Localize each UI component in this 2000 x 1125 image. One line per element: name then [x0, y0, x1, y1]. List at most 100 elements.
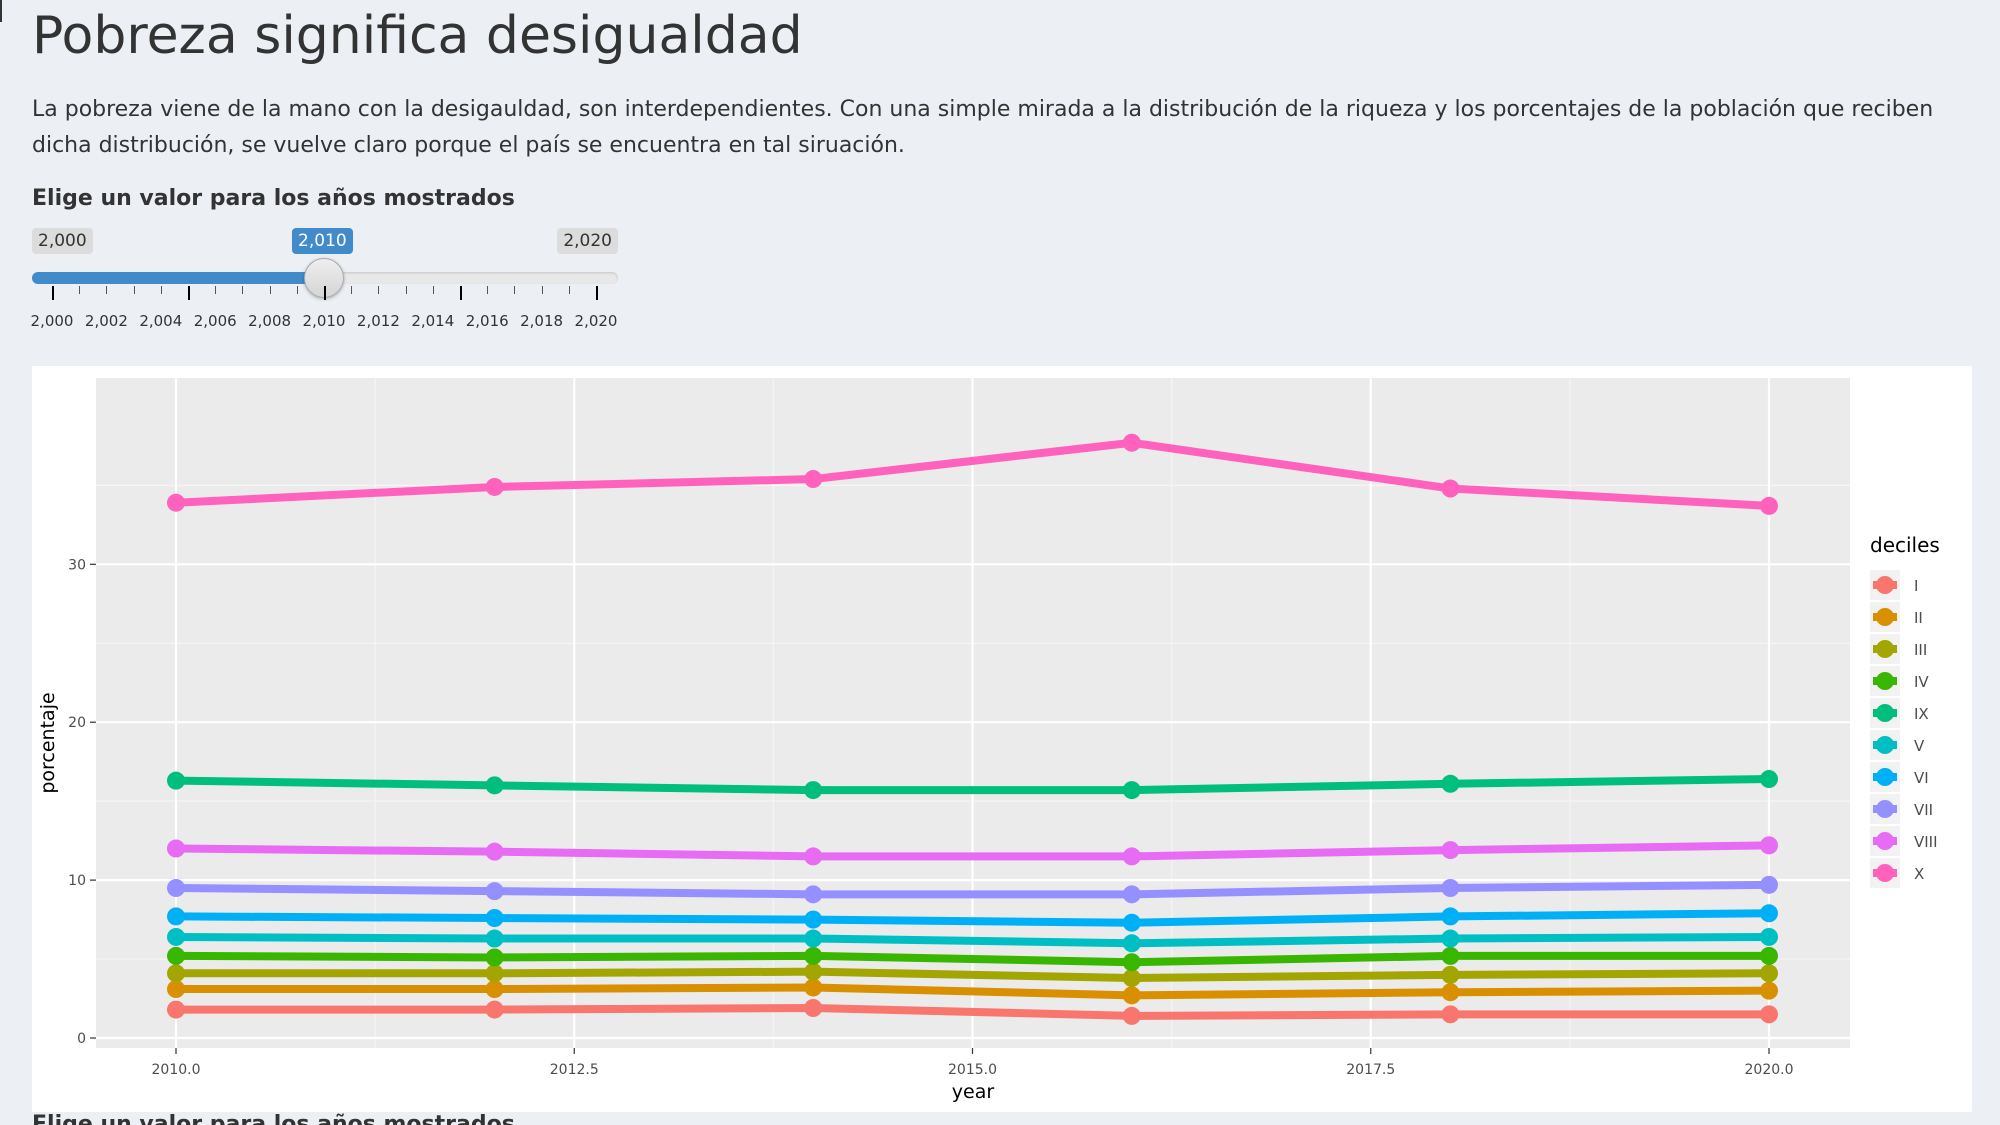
- data-point-ix: [485, 776, 504, 795]
- data-point-vi: [485, 909, 504, 927]
- data-point-vi: [804, 910, 823, 929]
- slider-minor-tick: [242, 286, 244, 294]
- data-point-x: [485, 477, 504, 496]
- data-point-vii: [804, 885, 823, 904]
- data-point-v: [1122, 934, 1141, 953]
- legend-label: IX: [1914, 705, 1929, 723]
- legend-label: III: [1914, 641, 1927, 659]
- deciles-line-chart: 0 10 20 30 2010.0 2012.5 2015.0 2017.5 2020.0 yea…: [37, 378, 1940, 1103]
- slider-tick-label: 2,002: [84, 312, 128, 330]
- data-point-iii: [804, 962, 823, 981]
- slider-ticks: 2,000 2,002 2,004 2,006 2,008 2,010 2,012 2,014…: [30, 286, 618, 346]
- slider-minor-tick: [432, 286, 434, 294]
- data-point-ii: [1122, 986, 1141, 1005]
- data-point-i: [1122, 1006, 1141, 1025]
- series-line-vi: [172, 909, 1773, 927]
- legend-label: IV: [1914, 673, 1929, 691]
- data-point-iii: [485, 964, 504, 983]
- legend-label: VIII: [1914, 833, 1938, 851]
- data-point-i: [485, 1000, 504, 1019]
- data-point-viii: [1760, 836, 1778, 855]
- data-point-v: [804, 929, 823, 948]
- data-point-i: [1760, 1005, 1778, 1024]
- slider-min-bubble: 2,000: [32, 228, 93, 254]
- bottom-label-cut: Elige un valor para los años mostrados: [32, 1112, 515, 1125]
- slider-minor-tick: [487, 286, 489, 294]
- series-line-iv: [172, 951, 1773, 967]
- data-point-ix: [1441, 774, 1460, 793]
- data-point-v: [1441, 929, 1460, 948]
- x-tick-label: 2015.0: [948, 1062, 997, 1078]
- year-slider[interactable]: 2,000 2,020 2,010 2,000 2,002 2,004 2,006 2,…: [31, 224, 622, 334]
- series-line-vii: [172, 880, 1773, 899]
- data-point-iv: [804, 946, 823, 965]
- series-line-ix: [172, 775, 1773, 795]
- data-point-vii: [167, 879, 185, 897]
- slider-minor-tick: [514, 286, 516, 294]
- slider-major-tick: [460, 286, 462, 300]
- legend-label: II: [1914, 609, 1923, 627]
- legend-key-point: [1876, 736, 1894, 754]
- series-line-x: [172, 438, 1773, 510]
- x-tick-label: 2017.5: [1346, 1062, 1395, 1078]
- slider-minor-tick: [351, 286, 353, 294]
- data-point-iv: [1760, 946, 1778, 965]
- data-point-v: [1760, 927, 1778, 946]
- data-point-viii: [1122, 847, 1141, 866]
- legend-label: VI: [1914, 769, 1929, 787]
- legend-key-point: [1876, 576, 1894, 594]
- legend-key-point: [1876, 864, 1894, 882]
- slider-tick-label: 2,012: [356, 312, 400, 330]
- data-point-iv: [167, 946, 185, 965]
- slider-tick-label: 2,000: [30, 312, 74, 330]
- slider-minor-tick: [160, 286, 162, 294]
- slider-major-tick: [324, 286, 326, 300]
- data-point-vi: [1441, 907, 1460, 926]
- data-point-x: [1760, 496, 1778, 515]
- slider-minor-tick: [541, 286, 543, 294]
- y-tick-label: 0: [77, 1031, 86, 1047]
- slider-tick-label: 2,004: [139, 312, 183, 330]
- slider-max-bubble: 2,020: [557, 228, 618, 254]
- data-point-vii: [1122, 885, 1141, 904]
- legend-label: V: [1914, 737, 1925, 755]
- x-tick-label: 2012.5: [550, 1062, 599, 1078]
- legend-key-point: [1876, 608, 1894, 626]
- data-point-viii: [167, 839, 185, 858]
- slider-minor-tick: [405, 286, 407, 294]
- slider-tick-label: 2,008: [248, 312, 292, 330]
- slider-minor-tick: [568, 286, 570, 294]
- data-point-iii: [1760, 964, 1778, 983]
- legend-title: deciles: [1870, 533, 1940, 557]
- data-point-ii: [804, 978, 823, 997]
- slider-minor-tick: [269, 286, 271, 294]
- data-point-iv: [1441, 946, 1460, 965]
- data-point-v: [167, 927, 185, 946]
- y-axis-title: porcentaje: [37, 692, 59, 793]
- data-point-x: [804, 470, 823, 489]
- legend-key-point: [1876, 800, 1894, 818]
- x-axis-title: year: [952, 1081, 995, 1103]
- data-point-ii: [1760, 981, 1778, 1000]
- data-point-x: [1122, 433, 1141, 452]
- slider-major-tick: [188, 286, 190, 300]
- series-line-v: [172, 932, 1773, 948]
- slider-minor-tick: [296, 286, 298, 294]
- slider-minor-tick: [79, 286, 81, 294]
- data-point-v: [485, 929, 504, 948]
- legend-label: VII: [1914, 801, 1933, 819]
- data-point-x: [1441, 479, 1460, 498]
- slider-fill: [32, 272, 324, 284]
- y-tick-label: 30: [68, 557, 86, 573]
- data-point-vii: [1441, 879, 1460, 897]
- legend-key-point: [1876, 832, 1894, 850]
- data-point-viii: [1441, 841, 1460, 860]
- data-point-ii: [485, 980, 504, 999]
- data-point-iv: [1122, 953, 1141, 972]
- data-point-iii: [1122, 969, 1141, 987]
- data-point-iii: [167, 964, 185, 983]
- slider-tick-label: 2,010: [302, 312, 346, 330]
- legend-key-point: [1876, 640, 1894, 658]
- data-point-ix: [1760, 770, 1778, 789]
- slider-tick-label: 2,020: [574, 312, 618, 330]
